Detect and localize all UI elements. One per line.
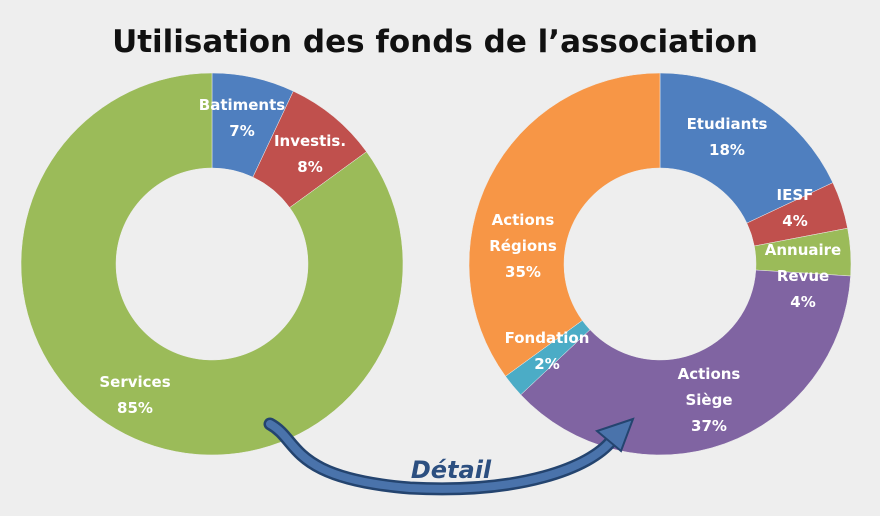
slice-value-batiments: 7% (229, 122, 254, 140)
slice-label-fondation: Fondation 2% (505, 329, 590, 373)
slice-value-investis: 8% (297, 158, 322, 176)
slice-value-iesf: 4% (782, 212, 807, 230)
slice-name-actions-si-ge: Actions (678, 365, 741, 383)
slice-name-fondation: Fondation (505, 329, 590, 347)
slice-label-investis: Investis. 8% (274, 132, 346, 176)
detail-arrow (263, 417, 635, 496)
slice-label-actions-si-ge: Actions Siège 37% (678, 365, 741, 435)
chart-title: Utilisation des fonds de l’association (112, 24, 758, 60)
slice-name-actions-si-ge: Siège (685, 391, 732, 409)
slice-name-batiments: Batiments (199, 96, 286, 114)
slice-value-actions-si-ge: 37% (691, 417, 727, 435)
right-donut-chart: Etudiants 18% IESF 4% Annuaire Revue 4% Actions… (468, 72, 852, 456)
slice-value-services: 85% (117, 399, 153, 417)
slice-label-etudiants: Etudiants 18% (687, 115, 768, 159)
slice-services[interactable] (20, 72, 404, 456)
slice-name-annuaire-revue: Annuaire (765, 241, 841, 259)
slice-etudiants[interactable] (659, 72, 834, 224)
slice-label-actions-r-gions: Actions Régions 35% (489, 211, 557, 281)
slice-name-actions-r-gions: Régions (489, 237, 557, 255)
slice-name-annuaire-revue: Revue (777, 267, 829, 285)
slice-actions-si-ge[interactable] (520, 269, 851, 456)
slice-value-etudiants: 18% (709, 141, 745, 159)
slice-label-annuaire-revue: Annuaire Revue 4% (765, 241, 841, 311)
slice-label-iesf: IESF 4% (777, 186, 814, 230)
slice-label-batiments: Batiments 7% (199, 96, 286, 140)
detail-arrow-head (594, 417, 635, 453)
slice-name-iesf: IESF (777, 186, 814, 204)
slice-name-services: Services (99, 373, 170, 391)
detail-arrow-curve-highlight (266, 420, 616, 493)
slice-label-services: Services 85% (99, 373, 170, 417)
slice-value-annuaire-revue: 4% (790, 293, 815, 311)
detail-label: Détail (411, 456, 492, 484)
slice-value-fondation: 2% (534, 355, 559, 373)
left-donut-chart: Batiments 7% Investis. 8% Services 85% (20, 72, 404, 456)
slice-name-actions-r-gions: Actions (492, 211, 555, 229)
slice-name-etudiants: Etudiants (687, 115, 768, 133)
slice-actions-r-gions[interactable] (468, 72, 661, 377)
slice-value-actions-r-gions: 35% (505, 263, 541, 281)
slice-name-investis: Investis. (274, 132, 346, 150)
